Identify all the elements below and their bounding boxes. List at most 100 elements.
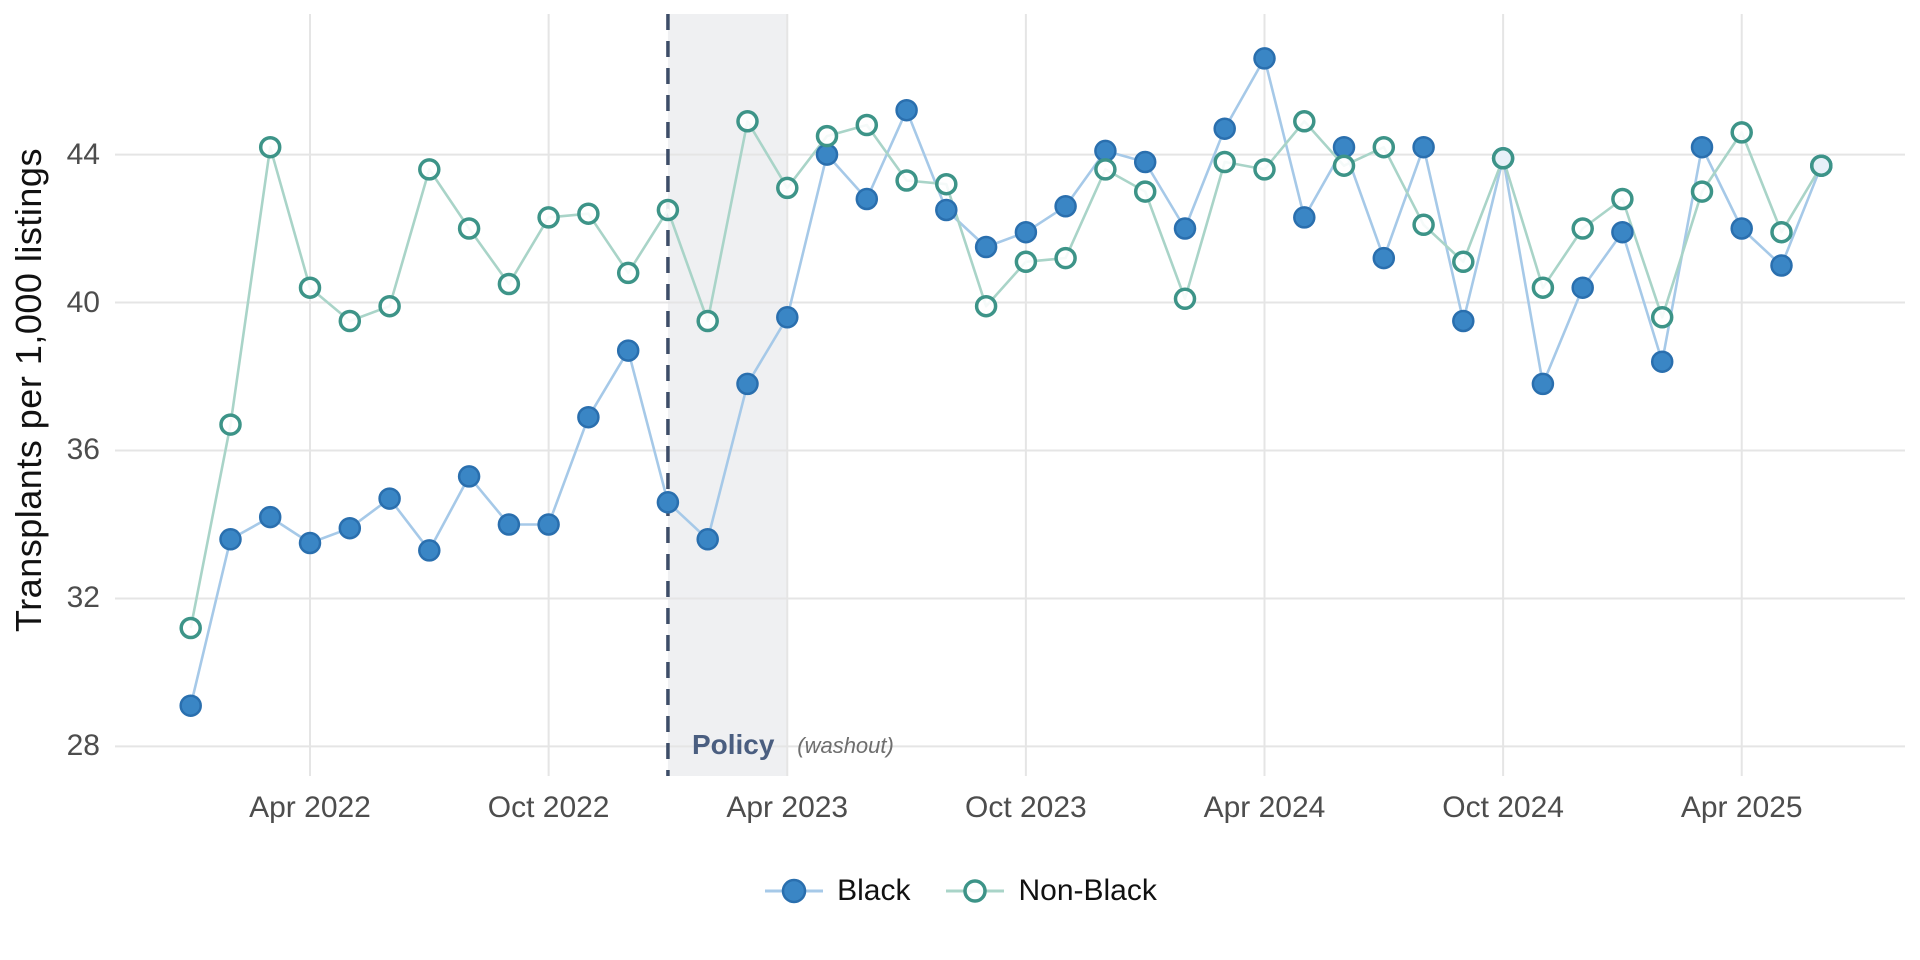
data-point-black (1730, 217, 1753, 240)
data-point-non-black (1054, 246, 1077, 270)
data-point-black (776, 306, 799, 329)
data-point-black (457, 465, 481, 488)
x-tick-label: Apr 2022 (249, 791, 371, 824)
data-point-black (696, 528, 719, 551)
y-tick-label: 32 (66, 581, 100, 615)
data-point-black (974, 235, 998, 259)
data-point-non-black (1213, 150, 1236, 174)
y-tick-label: 36 (66, 433, 100, 467)
data-point-non-black (1133, 180, 1157, 203)
data-point-black (577, 405, 600, 429)
data-point-black (418, 539, 441, 562)
data-point-black (855, 187, 879, 211)
legend-item-black: Black (763, 874, 910, 908)
data-point-black (1770, 254, 1793, 277)
legend-item-non-black: Non-Black (944, 874, 1157, 908)
x-tick-label: Oct 2022 (487, 791, 610, 824)
data-point-non-black (1650, 306, 1674, 329)
x-tick-label: Oct 2024 (1442, 791, 1564, 824)
data-point-black (736, 372, 759, 396)
legend-label-non-black: Non-Black (1018, 874, 1157, 907)
data-point-non-black (219, 413, 242, 436)
data-point-non-black (616, 261, 640, 285)
data-point-black (258, 505, 282, 529)
data-point-non-black (1293, 110, 1316, 133)
data-point-non-black (656, 198, 680, 222)
data-point-black (1173, 217, 1197, 240)
data-point-black (1412, 135, 1435, 159)
data-point-black (497, 513, 521, 536)
data-point-black (378, 487, 401, 510)
data-point-black (537, 513, 560, 536)
data-point-non-black (1810, 154, 1833, 177)
legend: Black Non-Black (0, 874, 1920, 908)
data-point-non-black (1372, 135, 1396, 159)
data-point-non-black (1690, 180, 1714, 203)
data-point-non-black (1571, 217, 1594, 240)
data-point-non-black (1611, 187, 1634, 211)
data-point-non-black (1770, 220, 1793, 244)
y-tick-label: 44 (66, 137, 100, 171)
data-point-non-black (378, 294, 401, 318)
data-point-non-black (1332, 154, 1356, 177)
data-point-black (1014, 220, 1038, 244)
data-point-non-black (418, 158, 441, 181)
data-point-black (616, 339, 640, 362)
data-point-black (1690, 135, 1714, 159)
data-point-black (1213, 117, 1236, 140)
data-point-black (298, 531, 322, 555)
data-point-black (895, 98, 918, 122)
data-point-black (1452, 309, 1475, 333)
data-point-non-black (537, 206, 560, 229)
data-point-black (1094, 139, 1117, 163)
data-point-non-black (1253, 158, 1276, 181)
legend-key-black-filled-circle-icon (765, 878, 824, 904)
data-point-non-black (1412, 213, 1435, 237)
legend-key-non-black-open-circle-icon (946, 879, 1005, 903)
data-point-non-black (457, 217, 481, 240)
data-point-black (1253, 47, 1276, 70)
data-point-black (219, 528, 242, 551)
data-point-black (179, 694, 202, 717)
y-tick-label: 40 (66, 285, 100, 319)
series-line-non-black (189, 120, 1823, 629)
y-tick-label: 28 (66, 729, 100, 763)
data-point-non-black (258, 135, 282, 159)
data-point-non-black (696, 309, 719, 333)
x-tick-label: Oct 2023 (964, 791, 1087, 824)
data-point-black (815, 143, 839, 166)
data-point-black (1133, 150, 1157, 174)
data-point-non-black (855, 113, 879, 137)
data-point-black (1571, 276, 1594, 299)
legend-label-black: Black (837, 874, 911, 907)
data-point-black (1332, 135, 1356, 159)
y-axis-title: Transplants per 1,000 listings (8, 148, 49, 632)
data-point-black (656, 491, 680, 514)
washout-annotation: (washout) (797, 733, 894, 759)
data-point-non-black (895, 169, 918, 192)
data-point-non-black (776, 176, 799, 200)
data-point-non-black (338, 309, 362, 333)
data-point-non-black (298, 276, 322, 299)
x-tick-label: Apr 2024 (1203, 791, 1326, 824)
data-point-black (1054, 195, 1077, 218)
data-point-non-black (1730, 121, 1753, 144)
data-point-non-black (577, 202, 600, 225)
washout-region (667, 14, 788, 776)
data-point-non-black (179, 616, 202, 640)
data-point-non-black (815, 124, 839, 148)
data-point-black (1650, 350, 1674, 373)
data-point-non-black (1094, 158, 1117, 181)
x-tick-label: Apr 2025 (1680, 791, 1803, 824)
data-point-non-black (736, 110, 759, 133)
data-point-black (1611, 220, 1634, 244)
data-point-non-black (1531, 276, 1555, 299)
data-point-non-black (1452, 250, 1475, 274)
x-tick-label: Apr 2023 (726, 791, 849, 824)
data-point-black (1372, 246, 1396, 270)
data-point-black (338, 516, 362, 540)
data-point-non-black (1014, 250, 1038, 274)
policy-annotation: Policy (691, 729, 775, 761)
